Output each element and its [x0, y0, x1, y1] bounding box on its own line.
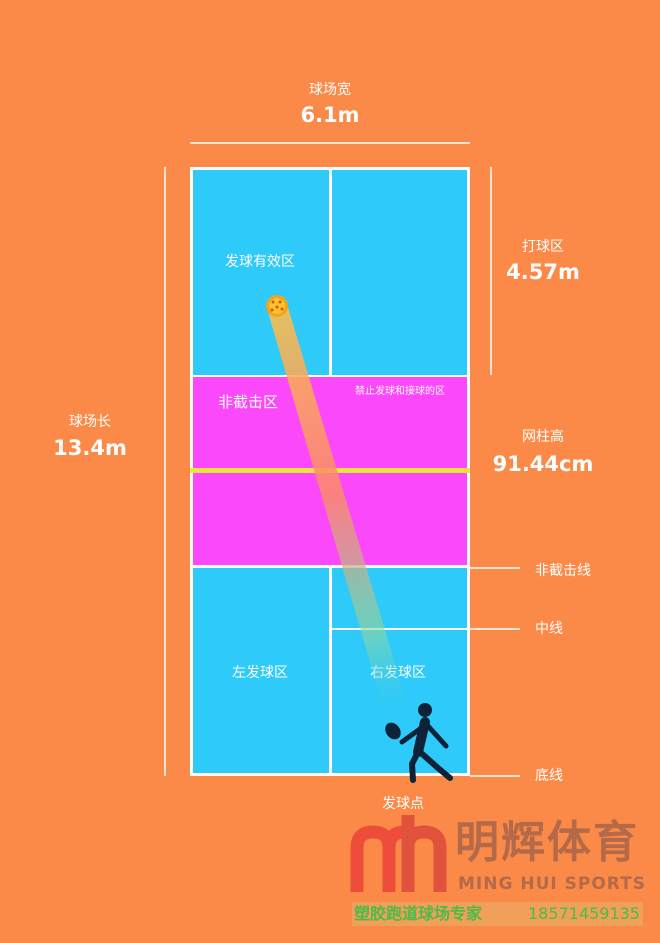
non-volley-zone-label: 非截击区 — [217, 393, 278, 411]
length-value: 13.4m — [53, 436, 127, 460]
non-volley-line-label: 非截击线 — [535, 563, 591, 579]
service-valid-zone-label: 发球有效区 — [225, 254, 295, 270]
top-left-service-area — [193, 170, 329, 375]
tagline: 塑胶跑道球场专家 — [354, 904, 483, 923]
net-post-value: 91.44cm — [492, 452, 594, 476]
phone-number: 18571459135 — [528, 904, 640, 923]
brand-name-cn: 明辉体育 — [455, 817, 639, 868]
center-line-label: 中线 — [535, 621, 563, 637]
center-line-pointer — [330, 628, 470, 630]
bottom-left-service-area — [193, 568, 329, 773]
contact-banner: 塑胶跑道球场专家 18571459135 — [352, 902, 643, 926]
play-zone-value: 4.57m — [506, 260, 580, 284]
player-with-paddle-icon — [385, 703, 453, 783]
center-line-pointer-ext — [470, 628, 520, 630]
no-serve-note: 禁止发球和接球的区 — [355, 386, 445, 397]
length-label: 球场长 — [69, 414, 111, 430]
non-volley-line-pointer — [470, 567, 520, 569]
baseline-pointer — [470, 775, 520, 777]
top-right-service-area — [332, 170, 467, 375]
width-value: 6.1m — [300, 103, 360, 127]
baseline-label: 底线 — [535, 768, 563, 784]
pickleball-icon — [266, 295, 288, 317]
net-post-label: 网柱高 — [522, 429, 564, 445]
ball-trajectory — [268, 304, 412, 724]
length-dimension-line — [164, 167, 166, 776]
play-zone-label: 打球区 — [522, 239, 564, 255]
width-label: 球场宽 — [309, 82, 351, 98]
serve-point-label: 发球点 — [382, 796, 424, 812]
play-zone-dimension-line — [490, 167, 492, 375]
brand-name-en: MING HUI SPORTS — [458, 874, 646, 894]
brand-logo-mark — [350, 815, 447, 892]
left-service-zone-label: 左发球区 — [232, 665, 288, 681]
court — [190, 167, 470, 776]
width-dimension-line — [190, 142, 470, 144]
